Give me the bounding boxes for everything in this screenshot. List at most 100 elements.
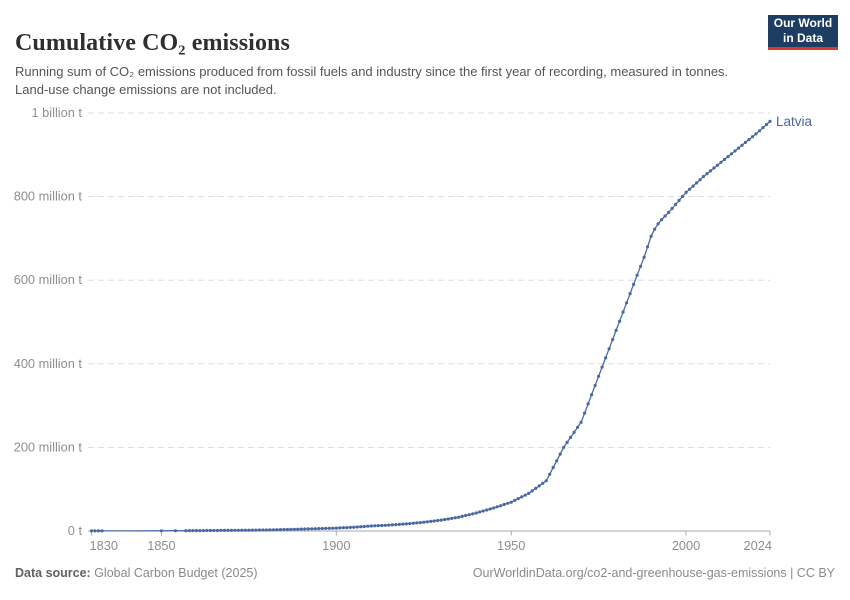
data-point[interactable]: [600, 365, 604, 369]
data-point[interactable]: [614, 328, 618, 332]
data-point[interactable]: [443, 517, 447, 522]
data-point[interactable]: [439, 518, 443, 522]
data-point[interactable]: [278, 528, 282, 532]
data-point[interactable]: [695, 181, 699, 185]
data-point[interactable]: [275, 528, 279, 532]
data-point[interactable]: [628, 292, 632, 296]
data-point[interactable]: [754, 132, 758, 136]
data-point[interactable]: [187, 529, 191, 533]
data-point[interactable]: [432, 519, 436, 523]
data-point[interactable]: [625, 301, 629, 305]
data-point[interactable]: [324, 526, 328, 531]
data-point[interactable]: [757, 129, 762, 133]
data-point[interactable]: [247, 528, 251, 532]
data-point[interactable]: [653, 227, 657, 231]
data-point[interactable]: [383, 523, 387, 527]
data-point[interactable]: [586, 402, 590, 406]
data-point[interactable]: [198, 529, 202, 533]
data-point[interactable]: [572, 430, 576, 434]
data-point[interactable]: [583, 411, 587, 415]
data-point[interactable]: [229, 528, 233, 533]
data-point[interactable]: [243, 528, 247, 532]
data-point[interactable]: [89, 529, 94, 533]
data-point[interactable]: [415, 521, 419, 525]
data-point[interactable]: [359, 525, 363, 529]
data-point[interactable]: [579, 420, 583, 424]
data-point[interactable]: [548, 472, 552, 476]
data-point[interactable]: [743, 140, 748, 144]
owid-logo[interactable]: Our World in Data: [768, 15, 838, 50]
data-point[interactable]: [366, 524, 370, 528]
data-point[interactable]: [684, 190, 688, 194]
data-point[interactable]: [499, 504, 503, 508]
data-point[interactable]: [733, 149, 737, 153]
data-point[interactable]: [310, 527, 314, 531]
data-point[interactable]: [254, 528, 258, 532]
data-point[interactable]: [701, 174, 706, 179]
data-point[interactable]: [719, 160, 723, 164]
data-point[interactable]: [194, 529, 198, 533]
data-point[interactable]: [527, 491, 531, 495]
data-point[interactable]: [373, 524, 377, 528]
data-point[interactable]: [509, 500, 513, 504]
data-point[interactable]: [271, 528, 275, 532]
data-point[interactable]: [467, 513, 471, 517]
data-point[interactable]: [418, 521, 422, 525]
data-point[interactable]: [100, 529, 104, 533]
data-point[interactable]: [750, 135, 755, 139]
data-point[interactable]: [292, 527, 296, 531]
data-point[interactable]: [761, 126, 765, 130]
data-point[interactable]: [474, 511, 478, 515]
data-point[interactable]: [387, 523, 391, 527]
data-point[interactable]: [341, 526, 345, 530]
data-point[interactable]: [677, 198, 681, 202]
data-point[interactable]: [712, 166, 716, 170]
data-point[interactable]: [576, 425, 580, 429]
data-point[interactable]: [205, 528, 209, 533]
data-point[interactable]: [355, 525, 359, 529]
data-point[interactable]: [208, 528, 212, 533]
data-point[interactable]: [313, 527, 317, 531]
data-point[interactable]: [764, 122, 769, 127]
data-point[interactable]: [642, 255, 646, 259]
data-point[interactable]: [285, 527, 289, 532]
series-line-latvia[interactable]: [91, 120, 771, 532]
data-point[interactable]: [299, 527, 303, 531]
data-point[interactable]: [481, 509, 485, 513]
data-point[interactable]: [660, 218, 664, 222]
data-point[interactable]: [219, 528, 223, 533]
data-point[interactable]: [597, 374, 601, 378]
data-point[interactable]: [289, 527, 293, 532]
data-point[interactable]: [191, 529, 195, 533]
data-point[interactable]: [453, 516, 457, 520]
data-point[interactable]: [240, 528, 244, 532]
data-point[interactable]: [394, 523, 398, 527]
data-point[interactable]: [555, 459, 559, 463]
data-point[interactable]: [159, 529, 163, 533]
data-point[interactable]: [317, 527, 321, 531]
data-point[interactable]: [261, 528, 265, 532]
data-point[interactable]: [320, 526, 324, 531]
data-point[interactable]: [471, 512, 475, 516]
data-point[interactable]: [646, 245, 650, 249]
data-point[interactable]: [736, 146, 741, 150]
data-point[interactable]: [502, 502, 506, 507]
data-point[interactable]: [607, 347, 611, 351]
data-point[interactable]: [96, 529, 101, 533]
data-point[interactable]: [404, 522, 408, 526]
data-point[interactable]: [551, 465, 555, 470]
data-point[interactable]: [544, 479, 548, 483]
data-point[interactable]: [715, 163, 720, 167]
data-point[interactable]: [674, 202, 678, 207]
data-point[interactable]: [362, 524, 366, 529]
data-point[interactable]: [593, 383, 597, 388]
data-point[interactable]: [236, 528, 240, 532]
data-point[interactable]: [485, 508, 489, 512]
data-point[interactable]: [376, 524, 380, 528]
data-point[interactable]: [635, 273, 639, 277]
data-point[interactable]: [530, 489, 534, 493]
data-point[interactable]: [282, 527, 286, 532]
data-point[interactable]: [93, 529, 97, 533]
data-point[interactable]: [212, 528, 216, 533]
